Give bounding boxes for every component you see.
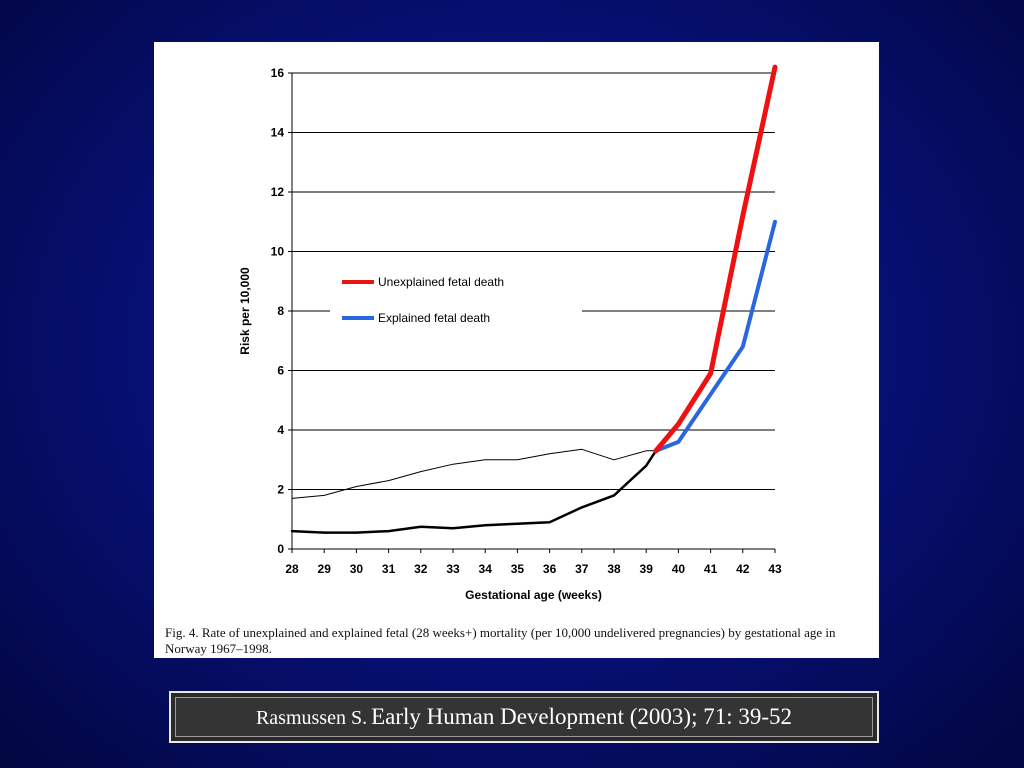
citation-reference: Early Human Development (2003); 71: 39-5… [371, 704, 793, 729]
x-tick-label: 29 [318, 562, 332, 576]
figure-caption: Fig. 4. Rate of unexplained and explaine… [165, 625, 836, 656]
y-tick-label: 0 [277, 542, 284, 556]
x-tick-label: 35 [511, 562, 525, 576]
x-tick-label: 40 [672, 562, 686, 576]
x-tick-label: 37 [575, 562, 589, 576]
x-tick-label: 31 [382, 562, 396, 576]
x-tick-label: 34 [479, 562, 493, 576]
x-tick-label: 43 [768, 562, 782, 576]
y-tick-label: 4 [277, 423, 284, 437]
series-line-0 [291, 448, 657, 499]
x-axis-title: Gestational age (weeks) [465, 588, 602, 602]
x-tick-label: 30 [350, 562, 364, 576]
y-tick-label: 8 [277, 304, 284, 318]
x-tick-label: 41 [704, 562, 718, 576]
legend-label-1: Explained fetal death [378, 311, 490, 325]
y-tick-label: 12 [271, 185, 285, 199]
y-tick-label: 2 [277, 483, 284, 497]
legend-label-0: Unexplained fetal death [378, 275, 504, 289]
x-tick-label: 32 [414, 562, 428, 576]
line-chart: 0 2 4 6 8 10 12 14 16 28 29 30 31 32 33 34 35 36 37 38 39 40 4… [238, 64, 782, 602]
y-tick-label: 10 [271, 245, 285, 259]
x-tick-label: 42 [736, 562, 750, 576]
x-tick-label: 33 [446, 562, 460, 576]
citation-author: Rasmussen S. [255, 707, 368, 729]
y-tick-label: 14 [271, 126, 285, 140]
citation-box: Rasmussen S. Early Human Development (20… [169, 691, 879, 743]
y-axis-title: Risk per 10,000 [238, 267, 252, 355]
series-line-1 [290, 449, 658, 534]
figure-panel: 0 2 4 6 8 10 12 14 16 28 29 30 31 32 33 34 35 36 37 38 39 40 4… [154, 42, 879, 658]
x-tick-label: 36 [543, 562, 557, 576]
series-line-3 [653, 64, 778, 454]
x-tick-label: 39 [640, 562, 654, 576]
series-line-2 [653, 219, 777, 453]
citation-text: Rasmussen S. Early Human Development (20… [256, 704, 792, 730]
citation-inner: Rasmussen S. Early Human Development (20… [175, 697, 873, 737]
legend-box [330, 264, 582, 338]
y-tick-label: 6 [277, 364, 284, 378]
y-tick-label: 16 [271, 66, 285, 80]
x-tick-label: 38 [607, 562, 621, 576]
x-tick-label: 28 [285, 562, 299, 576]
